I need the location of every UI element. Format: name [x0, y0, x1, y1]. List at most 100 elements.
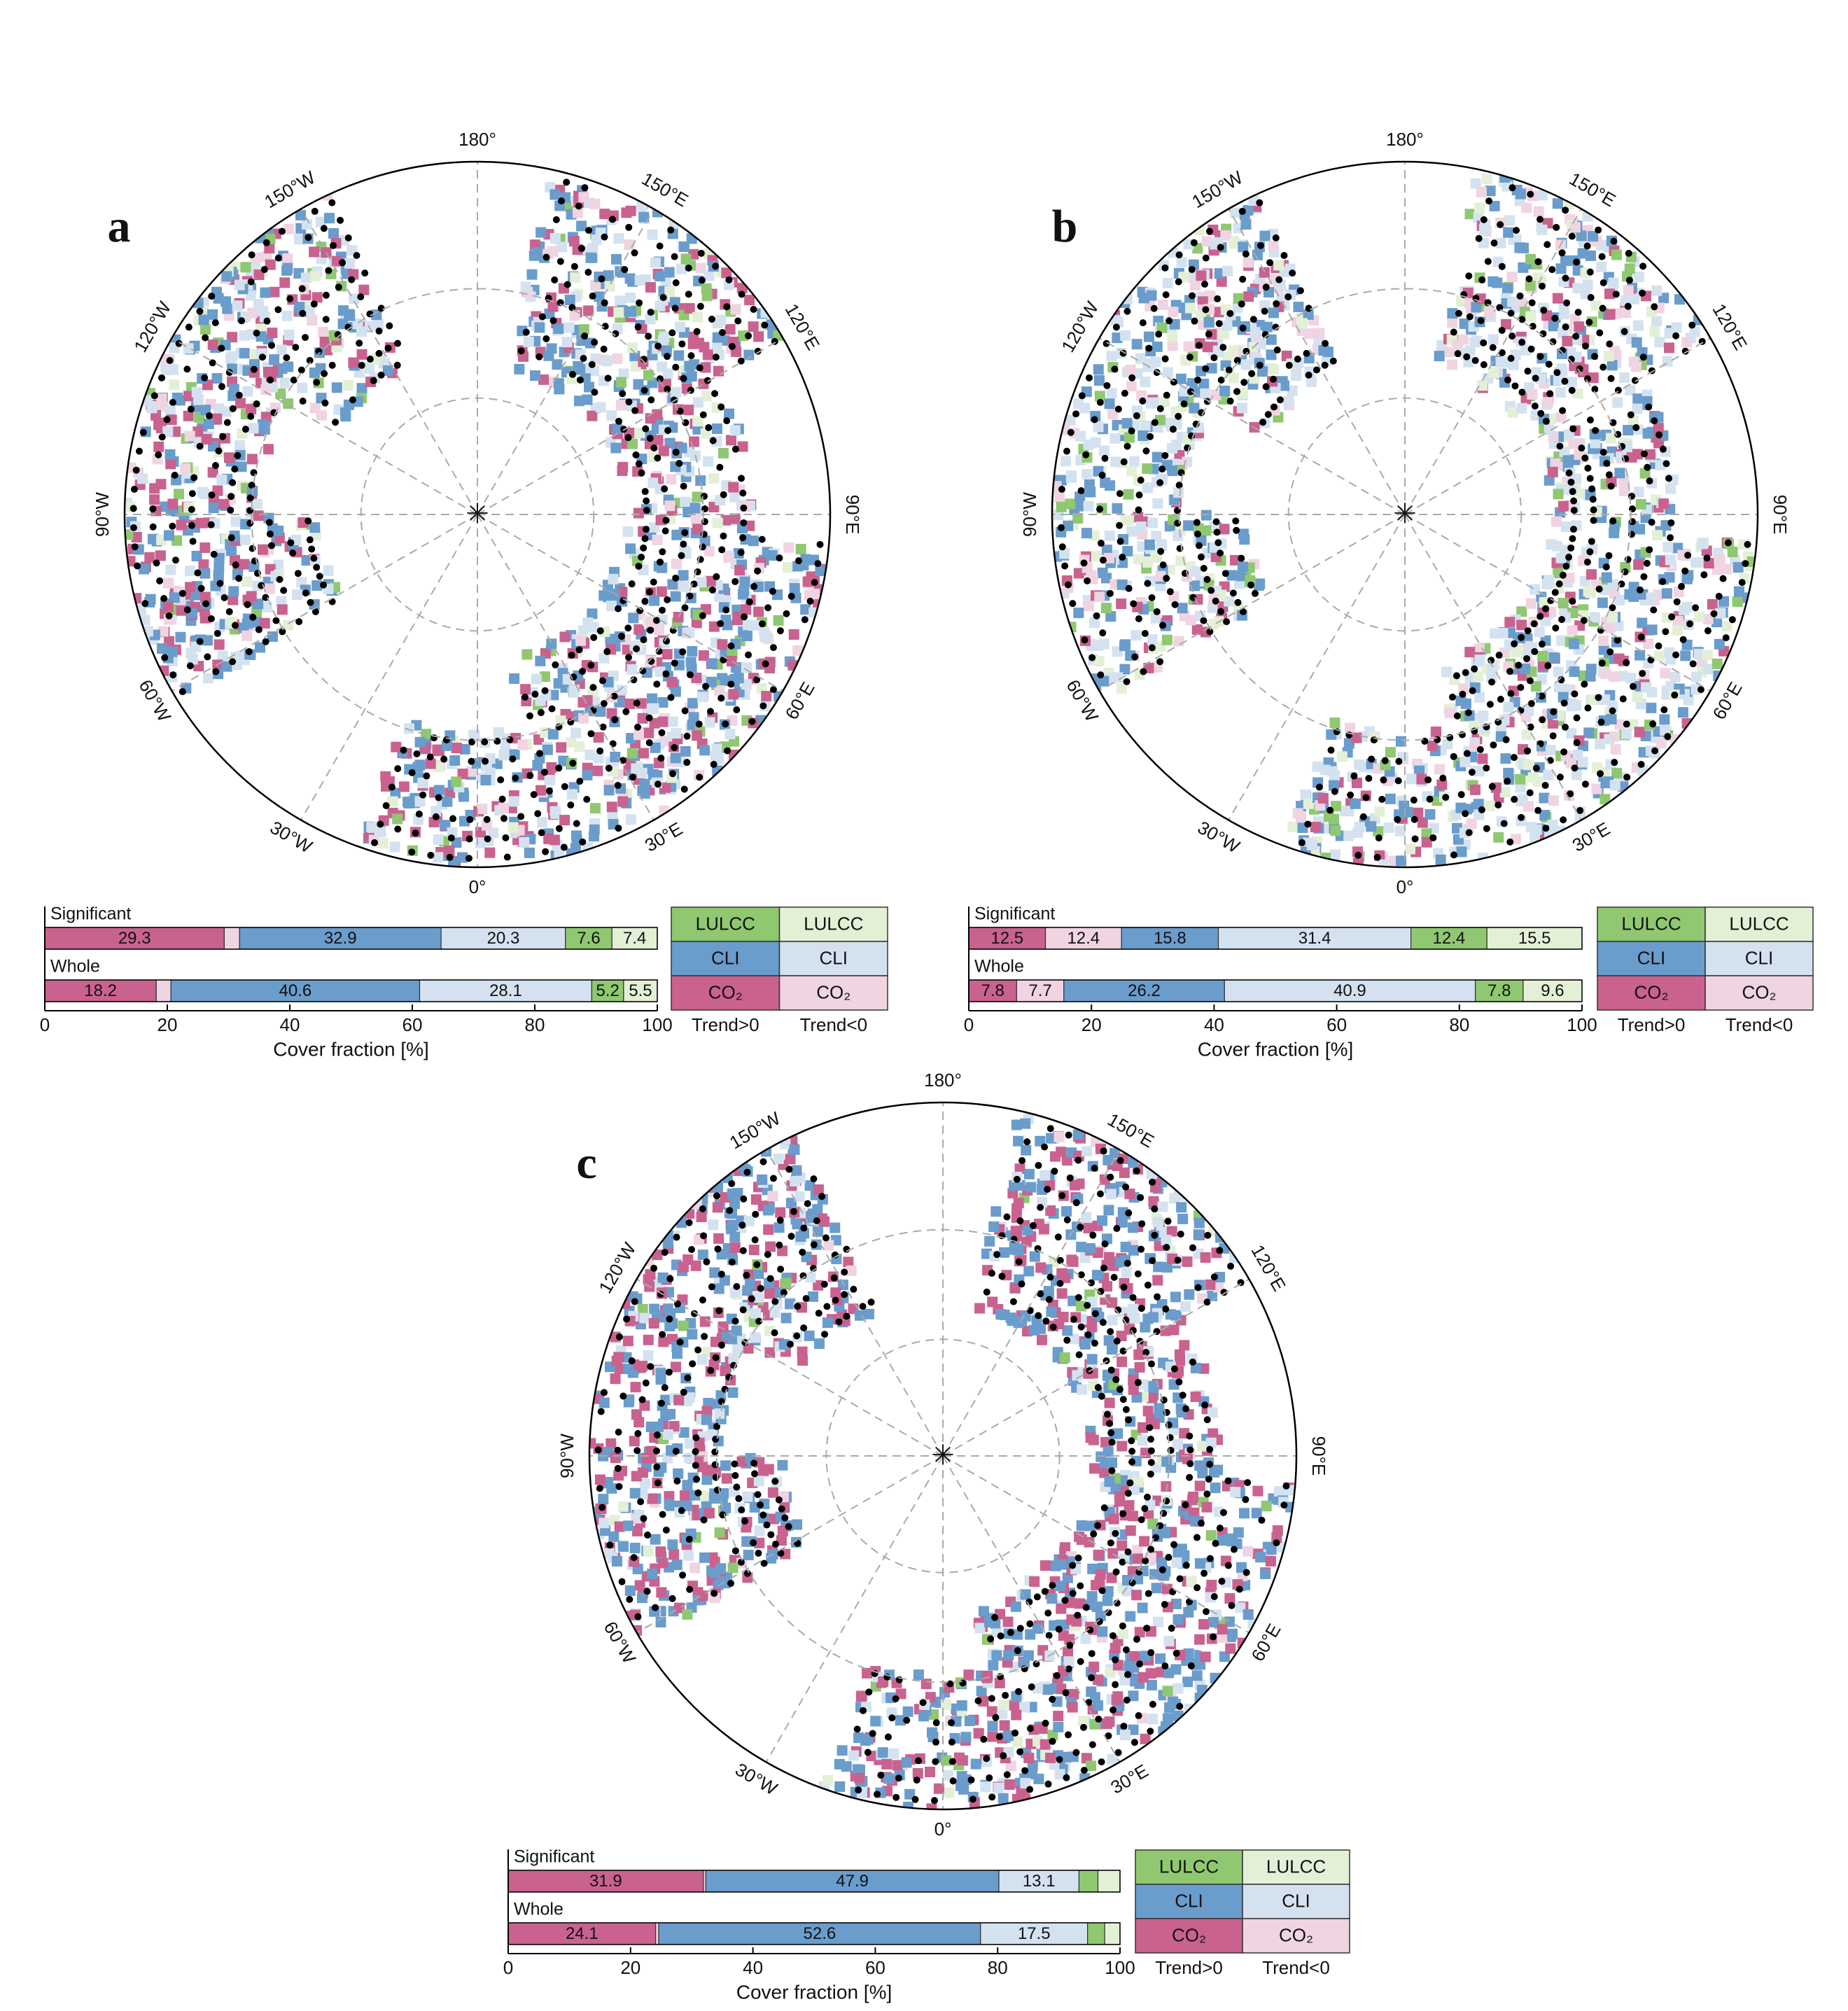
- map-dot: [717, 620, 724, 627]
- map-dot: [1613, 290, 1620, 297]
- map-dot: [1548, 266, 1555, 273]
- map-dot: [1212, 598, 1219, 605]
- map-dot: [1680, 636, 1687, 643]
- map-dot: [722, 606, 729, 613]
- map-dot: [1099, 472, 1106, 479]
- map-cell: [1712, 659, 1723, 669]
- map-cell: [1142, 482, 1153, 493]
- map-cell: [607, 801, 617, 812]
- polar-map: 180°150°E120°E90°E60°E30°E0°30°W60°W90°W…: [1019, 129, 1791, 897]
- map-cell: [726, 435, 736, 445]
- map-dot: [1218, 377, 1225, 384]
- map-cell: [717, 639, 727, 650]
- map-cell: [1452, 339, 1463, 350]
- map-dot: [1527, 677, 1534, 684]
- map-dot: [591, 388, 598, 395]
- map-dot: [1477, 746, 1484, 753]
- map-cell: [1287, 822, 1298, 832]
- map-dot: [1227, 398, 1234, 405]
- map-cell: [292, 589, 302, 600]
- x-tick-label: 20: [158, 1014, 178, 1035]
- map-dot: [1665, 475, 1672, 482]
- map-dot: [197, 638, 204, 645]
- map-cell: [1330, 850, 1340, 860]
- map-dot: [669, 770, 676, 777]
- map-cell: [760, 632, 770, 643]
- map-cell: [673, 350, 684, 360]
- map-cell: [1651, 286, 1662, 296]
- map-dot: [1528, 346, 1535, 353]
- map-dot: [1216, 320, 1223, 327]
- map-dot: [1672, 332, 1679, 339]
- map-cell: [1503, 702, 1513, 713]
- map-dot: [1191, 318, 1198, 325]
- map-cell: [767, 550, 778, 561]
- map-dot: [678, 552, 685, 559]
- map-cell: [263, 367, 274, 377]
- map-dot: [671, 744, 678, 751]
- map-cell: [375, 827, 386, 837]
- map-dot: [1376, 834, 1382, 841]
- longitude-label: 90°E: [842, 495, 863, 535]
- map-cell: [1646, 592, 1656, 603]
- map-dot: [1154, 608, 1161, 615]
- map-dot: [132, 543, 139, 550]
- map-dot: [1247, 582, 1254, 589]
- map-dot: [1710, 610, 1717, 617]
- map-cell: [144, 552, 155, 563]
- map-cell: [1570, 222, 1581, 232]
- map-cell: [605, 281, 615, 292]
- map-dot: [1569, 488, 1576, 495]
- map-cell: [321, 247, 331, 258]
- map-cell: [1572, 750, 1583, 760]
- map-cell: [668, 717, 678, 727]
- map-dot: [206, 412, 213, 419]
- map-dot: [202, 334, 209, 341]
- map-dot: [1692, 604, 1699, 611]
- map-dot: [238, 317, 245, 324]
- map-dot: [1578, 444, 1585, 451]
- map-cell: [1434, 351, 1445, 361]
- map-dot: [653, 680, 660, 687]
- map-dot: [700, 412, 707, 419]
- map-dot: [1667, 534, 1674, 541]
- map-dot: [427, 753, 434, 760]
- map-cell: [578, 192, 589, 202]
- map-dot: [427, 852, 434, 859]
- map-cell: [1056, 502, 1067, 512]
- map-cell: [1182, 1676, 1193, 1687]
- map-dot: [1504, 778, 1511, 785]
- map-dot: [1395, 758, 1402, 765]
- map-cell: [713, 517, 723, 528]
- bar-value-label: 31.4: [1298, 929, 1331, 948]
- map-dot: [1562, 563, 1569, 570]
- map-cell: [1702, 650, 1713, 660]
- map-dot: [1511, 382, 1518, 389]
- map-dot: [713, 573, 720, 580]
- map-dot: [325, 267, 332, 274]
- map-dot: [1217, 244, 1224, 251]
- map-cell: [1542, 579, 1553, 589]
- map-cell: [594, 732, 604, 743]
- map-cell: [1241, 359, 1252, 370]
- map-dot: [1491, 239, 1498, 246]
- map-cell: [1598, 636, 1609, 646]
- map-dot: [1572, 764, 1578, 771]
- map-dot: [1142, 447, 1149, 454]
- map-cell: [548, 302, 559, 312]
- map-cell: [1297, 318, 1308, 328]
- map-cell: [1734, 587, 1744, 597]
- map-dot: [817, 541, 824, 548]
- map-dot: [621, 266, 628, 273]
- map-dot: [1544, 241, 1550, 248]
- map-cell: [1518, 794, 1528, 804]
- map-dot: [1569, 598, 1576, 605]
- map-cell: [1184, 1289, 1194, 1300]
- map-dot: [339, 259, 346, 266]
- map-cell: [701, 391, 712, 401]
- map-dot: [323, 292, 330, 299]
- map-cell: [252, 499, 262, 510]
- map-cell: [1431, 727, 1441, 737]
- map-dot: [408, 848, 415, 855]
- map-cell: [284, 330, 294, 340]
